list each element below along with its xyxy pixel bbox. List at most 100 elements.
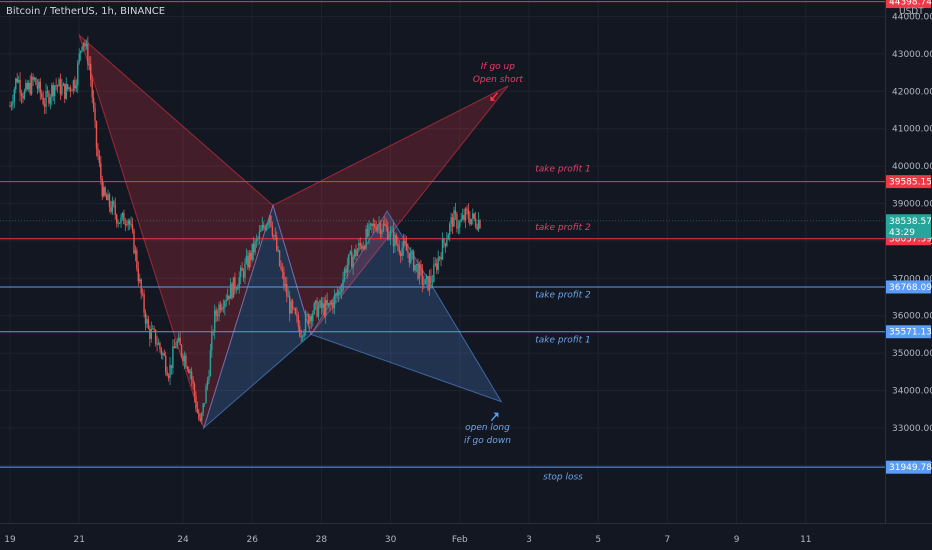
candle-body [69, 87, 72, 91]
candle-body [407, 250, 409, 253]
level-price-label: 35571.13 [889, 328, 932, 338]
candle-body [414, 264, 416, 271]
candle-body [206, 380, 209, 386]
candle-body [412, 251, 415, 271]
candle-body [327, 303, 330, 305]
candle-body [388, 237, 390, 240]
time-tick-label: 3 [526, 535, 532, 545]
candle-body [464, 208, 467, 221]
candle-body [408, 252, 411, 263]
candle-body [368, 224, 370, 236]
candle-body [58, 79, 60, 87]
candle-body [394, 234, 396, 247]
candle-body [152, 328, 154, 330]
candle-body [157, 342, 160, 345]
candle-body [353, 249, 356, 257]
annotation-text: If go up [481, 62, 515, 72]
candle-body [16, 78, 18, 83]
candle-body [140, 279, 142, 294]
candle-body [430, 276, 432, 283]
candle-body [420, 264, 422, 269]
candle-body [87, 43, 89, 65]
candle-body [283, 271, 285, 286]
countdown-label: 43:29 [889, 228, 915, 238]
time-tick-label: 30 [385, 535, 397, 545]
candle-body [265, 224, 268, 230]
candle-body [389, 230, 392, 238]
candle-body [107, 194, 109, 201]
candle-body [103, 187, 105, 197]
candle-body [166, 371, 168, 376]
candle-body [381, 230, 383, 235]
candle-body [226, 295, 229, 300]
candle-body [294, 308, 297, 314]
candle-body [474, 218, 477, 227]
candle-body [398, 246, 400, 253]
candle-body [421, 268, 424, 285]
candle-body [199, 419, 201, 421]
candle-body [449, 223, 451, 235]
candle-body [180, 345, 183, 356]
candle-body [218, 304, 220, 317]
candle-body [126, 224, 128, 225]
candle-body [366, 228, 369, 236]
bullish-pattern[interactable] [202, 203, 503, 430]
candle-body [209, 350, 212, 377]
candle-body [440, 256, 442, 260]
annotation-text: open long [465, 423, 510, 433]
candle-body [447, 234, 449, 240]
candle-body [117, 222, 119, 224]
candle-body [160, 348, 163, 355]
candle-body [188, 369, 190, 373]
candle-body [26, 83, 28, 90]
candle-body [342, 278, 344, 290]
horizontal-levels[interactable] [0, 1, 885, 468]
level-price-label: 44398.74 [889, 0, 932, 8]
candle-body [251, 243, 253, 260]
candle-body [438, 256, 441, 258]
candle-body [470, 218, 473, 225]
time-axis[interactable]: 19 21 24 26 28 30 Feb 3 5 7 9 11 [4, 535, 811, 545]
candle-body [29, 82, 31, 94]
candle-body [23, 90, 26, 99]
candle-body [176, 341, 178, 347]
price-tick-label: 43000.00 [892, 50, 932, 60]
candle-body [335, 293, 337, 296]
candle-body [392, 229, 395, 247]
time-tick-label: 19 [4, 535, 16, 545]
level-label: take profit 1 [535, 336, 591, 346]
candle-body [345, 269, 347, 273]
candle-body [64, 83, 66, 99]
candle-body [244, 262, 246, 278]
candle-body [59, 79, 62, 95]
candle-body [245, 255, 248, 263]
candle-body [19, 79, 21, 94]
candle-body [222, 307, 225, 309]
candle-body [425, 276, 428, 280]
candle-body [281, 269, 284, 272]
candle-body [276, 236, 278, 251]
candle-body [268, 215, 271, 223]
harmonic-patterns[interactable] [78, 33, 509, 430]
candle-body [179, 337, 181, 346]
candle-body [297, 316, 300, 327]
candle-body [235, 289, 238, 291]
candle-body [28, 82, 30, 90]
candle-body [382, 224, 385, 231]
level-label: take profit 2 [535, 223, 591, 233]
arrow-down-left-icon [490, 92, 498, 101]
candle-body [51, 85, 53, 98]
candle-body [254, 241, 256, 253]
time-tick-label: 24 [177, 535, 189, 545]
candle-body [203, 403, 206, 404]
bullish-pattern-wing [310, 210, 503, 403]
candle-body [71, 90, 73, 92]
candle-body [457, 227, 460, 229]
level-label: take profit 1 [535, 164, 591, 174]
candle-body [228, 295, 230, 299]
candle-body [312, 313, 314, 322]
price-tick-label: 36000.00 [892, 312, 932, 322]
candle-body [258, 231, 261, 239]
candle-body [476, 226, 478, 230]
